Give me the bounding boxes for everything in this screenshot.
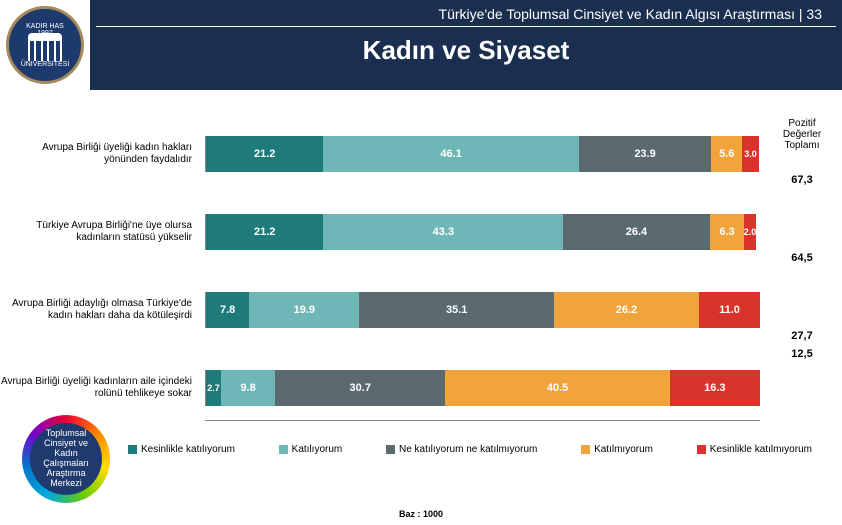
chart-axis (205, 420, 760, 421)
legend-label: Kesinlikle katılıyorum (141, 444, 235, 455)
legend-swatch (128, 445, 137, 454)
row-label: Avrupa Birliği üyeliği kadınların aile i… (0, 362, 198, 414)
university-logo: KADIR HAS 1997 ÜNİVERSİTESİ (0, 0, 90, 90)
legend-item: Kesinlikle katılıyorum (128, 444, 235, 455)
positive-total: 12,5 (772, 348, 832, 360)
bar-wrap: 21.246.123.95.63.0 (205, 136, 760, 172)
bar-wrap: 7.819.935.126.211.0 (205, 292, 760, 328)
chart-row: Türkiye Avrupa Birliği'ne üye olursa kad… (0, 206, 842, 258)
positive-total: 64,5 (772, 252, 832, 264)
bar-segment: 26.4 (563, 214, 709, 250)
bar-segment: 40.5 (445, 370, 669, 406)
legend-label: Kesinlikle katılmıyorum (710, 444, 812, 455)
row-label: Avrupa Birliği adaylığı olmasa Türkiye'd… (0, 284, 198, 336)
chart-row: Avrupa Birliği üyeliği kadınların aile i… (0, 362, 842, 414)
base-n: Baz : 1000 (0, 509, 842, 519)
legend-item: Ne katılıyorum ne katılmıyorum (386, 444, 537, 455)
bar-segment: 9.8 (221, 370, 275, 406)
logo-text-bottom: ÜNİVERSİTESİ (21, 61, 70, 68)
legend-item: Katılıyorum (279, 444, 343, 455)
report-title-line: Türkiye'de Toplumsal Cinsiyet ve Kadın A… (96, 0, 836, 27)
positive-total: 27,7 (772, 330, 832, 342)
bar-segment: 43.3 (323, 214, 563, 250)
chart-row: Avrupa Birliği adaylığı olmasa Türkiye'd… (0, 284, 842, 336)
research-center-label: Toplumsal Cinsiyet ve Kadın Çalışmaları … (30, 423, 102, 495)
bar-wrap: 21.243.326.46.32.0 (205, 214, 760, 250)
row-label: Avrupa Birliği üyeliği kadın hakları yön… (0, 128, 198, 180)
bar-segment: 26.2 (554, 292, 699, 328)
bar-segment: 35.1 (359, 292, 553, 328)
bar-segment: 2.7 (206, 370, 221, 406)
report-title: Türkiye'de Toplumsal Cinsiyet ve Kadın A… (439, 6, 795, 22)
page-number: 33 (806, 6, 822, 22)
bar-segment: 21.2 (206, 136, 323, 172)
research-center-logo: Toplumsal Cinsiyet ve Kadın Çalışmaları … (22, 415, 110, 503)
legend-swatch (581, 445, 590, 454)
bar-segment: 5.6 (711, 136, 742, 172)
stacked-bar-chart: Pozitif Değerler Toplamı Avrupa Birliği … (0, 128, 842, 440)
chart-legend: Kesinlikle katılıyorum Katılıyorum Ne katı… (128, 444, 812, 455)
bar-segment: 3.0 (742, 136, 759, 172)
bar-segment: 11.0 (699, 292, 760, 328)
legend-swatch (697, 445, 706, 454)
bar-segment: 16.3 (670, 370, 760, 406)
chart-row: Avrupa Birliği üyeliği kadın hakları yön… (0, 128, 842, 180)
bar-segment: 46.1 (323, 136, 578, 172)
row-label: Türkiye Avrupa Birliği'ne üye olursa kad… (0, 206, 198, 258)
bar-segment: 7.8 (206, 292, 249, 328)
bar-wrap: 2.79.830.740.516.3 (205, 370, 760, 406)
bar-segment: 21.2 (206, 214, 323, 250)
bar-segment: 30.7 (275, 370, 445, 406)
title-bar: Türkiye'de Toplumsal Cinsiyet ve Kadın A… (90, 0, 842, 90)
legend-label: Ne katılıyorum ne katılmıyorum (399, 444, 537, 455)
section-title: Kadın ve Siyaset (90, 27, 842, 66)
legend-label: Katılıyorum (292, 444, 343, 455)
legend-item: Kesinlikle katılmıyorum (697, 444, 812, 455)
bar-segment: 6.3 (710, 214, 745, 250)
bar-segment: 23.9 (579, 136, 711, 172)
bar-segment: 2.0 (744, 214, 755, 250)
positive-total: 67,3 (772, 174, 832, 186)
bar-segment: 19.9 (249, 292, 359, 328)
legend-label: Katılmıyorum (594, 444, 653, 455)
logo-text-top: KADIR HAS (21, 23, 70, 30)
legend-swatch (386, 445, 395, 454)
legend-swatch (279, 445, 288, 454)
legend-item: Katılmıyorum (581, 444, 653, 455)
